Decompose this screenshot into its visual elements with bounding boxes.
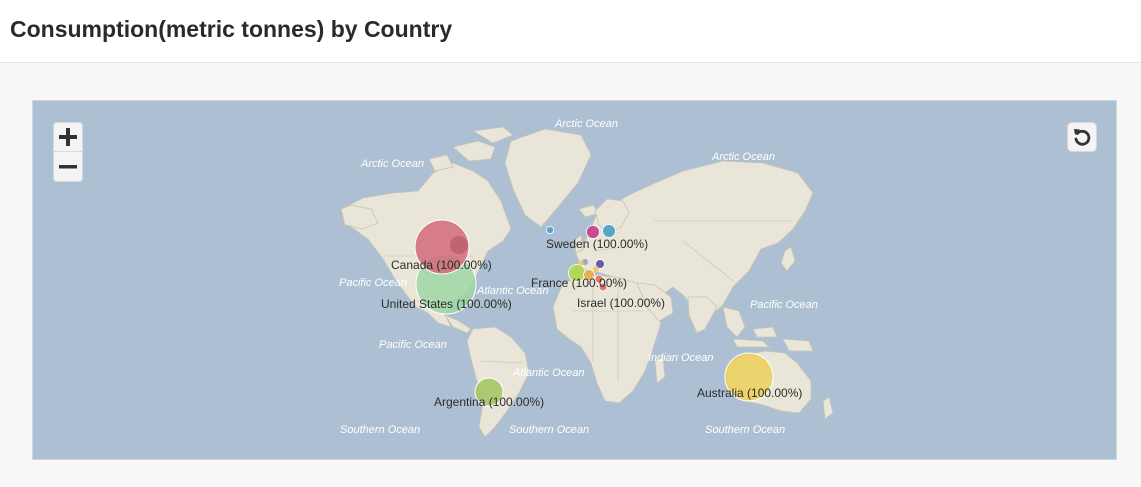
bubble-portugal[interactable] [578,260,584,266]
border-layer [383,220,793,381]
land-new-zealand [822,396,834,420]
ocean-label-arctic-left: Arctic Ocean [360,158,424,170]
map-canvas[interactable]: Arctic Ocean Arctic Ocean Arctic Ocean P… [33,101,1117,460]
label-canada: Canada (100.00%) [391,258,492,272]
land-alaska [340,204,379,230]
ocean-label-pacific-sw: Pacific Ocean [379,339,447,351]
ocean-label-arctic-top: Arctic Ocean [554,118,618,130]
bubble-italy[interactable] [594,274,604,284]
land-africa [552,274,662,404]
country-labels: Canada (100.00%) United States (100.00%)… [381,237,802,409]
rotate-ccw-icon [1074,129,1091,146]
ocean-label-pacific-east: Pacific Ocean [750,299,818,311]
land-scandinavia [594,198,630,234]
border-south-america [480,360,524,364]
page-header: Consumption(metric tonnes) by Country [0,0,1141,63]
bubble-canada[interactable] [414,219,470,275]
land-india [687,296,718,334]
label-australia: Australia (100.00%) [697,386,802,400]
bubble-canada-highlight [450,236,468,254]
border-europe-1 [592,245,634,252]
land-japan [780,246,796,272]
bubble-australia[interactable] [724,352,774,402]
plus-icon [59,128,77,146]
land-indonesia-2 [752,326,778,338]
bubble-austria[interactable] [593,266,599,272]
ocean-label-southern-right: Southern Ocean [705,424,785,436]
ocean-label-atlantic-south: Atlantic Ocean [512,367,585,379]
bubble-spain[interactable] [583,269,595,281]
label-france: France (100.00%) [531,276,627,290]
land-new-guinea [782,338,814,352]
land-arctic-islands-1 [452,140,496,162]
label-argentina: Argentina (100.00%) [434,395,544,409]
label-sweden: Sweden (100.00%) [546,237,648,251]
minus-icon [59,164,77,168]
ocean-label-indian: Indian Ocean [648,352,713,364]
land-arctic-islands-3 [471,126,514,144]
land-uk [573,234,584,254]
land-greenland [504,128,592,228]
label-israel: Israel (100.00%) [577,296,665,310]
bubble-sweden[interactable] [602,224,616,238]
page-title: Consumption(metric tonnes) by Country [10,16,453,42]
land-arctic-islands-2 [428,154,454,172]
border-asia-2 [682,240,734,282]
ocean-labels: Arctic Ocean Arctic Ocean Arctic Ocean P… [339,118,818,436]
land-se-asia [722,306,746,338]
bubble-layer [414,219,774,407]
bubble-ireland[interactable] [546,226,554,234]
land-arabia [636,282,674,322]
ocean-label-southern-mid: Southern Ocean [509,424,589,436]
label-united-states: United States (100.00%) [381,297,512,311]
zoom-in-button[interactable] [53,122,83,152]
bubble-germany[interactable] [595,259,605,269]
land-indonesia-1 [732,338,770,348]
ocean-label-southern-left: Southern Ocean [340,424,420,436]
bubble-israel[interactable] [598,282,608,292]
world-map[interactable]: Arctic Ocean Arctic Ocean Arctic Ocean P… [32,100,1117,460]
bubble-argentina[interactable] [474,377,504,407]
zoom-out-button[interactable] [53,152,83,182]
bubble-uk[interactable] [582,259,588,265]
ocean-label-atlantic-north: Atlantic Ocean [476,285,549,297]
land-madagascar [654,356,666,384]
bubble-norway[interactable] [586,225,600,239]
reset-view-button[interactable] [1067,122,1097,152]
ocean-label-pacific-nw: Pacific Ocean [339,277,407,289]
land-central-america [443,314,472,334]
ocean-label-arctic-right: Arctic Ocean [711,151,775,163]
